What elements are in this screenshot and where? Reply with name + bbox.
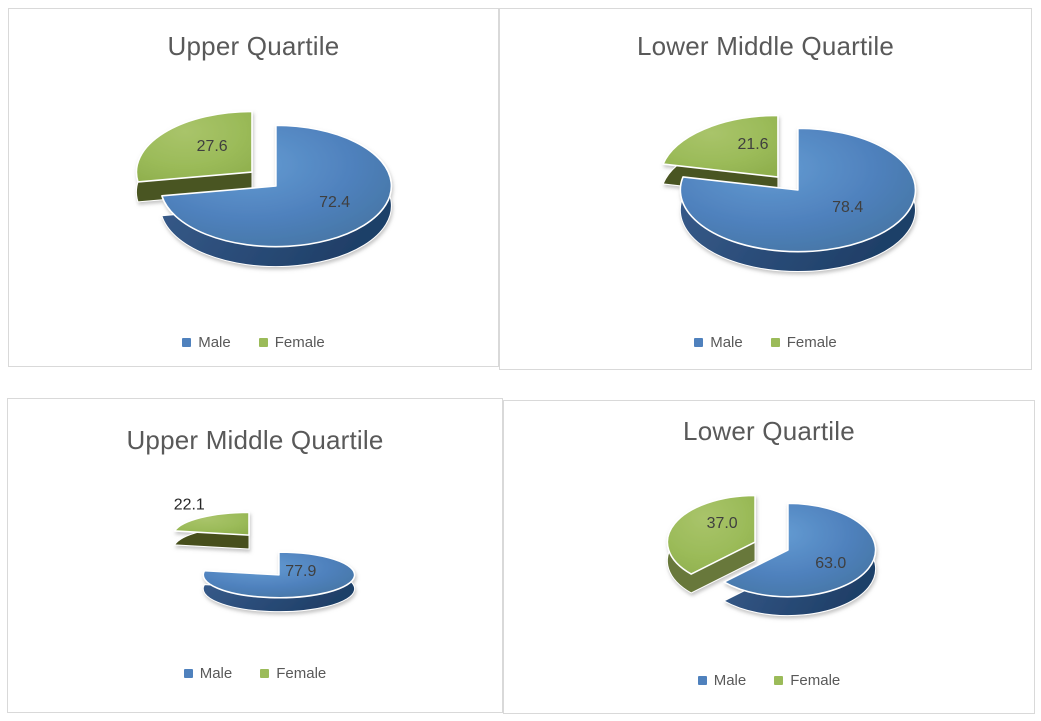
female-data-label: 27.6 <box>197 138 228 155</box>
female-slice <box>666 494 756 575</box>
female-data-label: 37.0 <box>707 515 738 532</box>
female-swatch-icon <box>258 338 268 347</box>
female-swatch-icon <box>770 338 780 347</box>
female-slice <box>135 110 253 183</box>
female-slice <box>662 114 779 178</box>
legend-label-male: Male <box>713 672 747 689</box>
legend-item-female: Female <box>260 665 326 682</box>
female-swatch-icon <box>774 676 784 685</box>
chart-panel-upper-middle-quartile: Upper Middle Quartile 77.9 22.1 Male <box>7 398 503 713</box>
chart-panel-lower-quartile: Lower Quartile 63.0 37.0 Male F <box>503 400 1035 714</box>
legend-item-male: Male <box>694 334 743 351</box>
legend-item-male: Male <box>182 334 231 351</box>
chart-title: Upper Middle Quartile <box>126 425 384 455</box>
legend-label-female: Female <box>276 665 327 682</box>
chart-title: Lower Middle Quartile <box>636 31 895 61</box>
chart-title: Lower Quartile <box>683 416 855 446</box>
chart-panel-upper-quartile: Upper Quartile 72.4 27.6 Male F <box>8 8 499 367</box>
legend-item-female: Female <box>258 334 325 351</box>
female-swatch-icon <box>260 669 270 678</box>
female-data-label: 21.6 <box>738 136 769 153</box>
male-swatch-icon <box>697 676 707 685</box>
legend-label-male: Male <box>710 334 743 351</box>
male-data-label: 63.0 <box>815 555 846 572</box>
male-slice <box>202 551 356 599</box>
pie-chart: 72.4 27.6 <box>135 110 393 268</box>
pie-chart: 77.9 22.1 <box>173 496 356 613</box>
legend: Male Female <box>9 334 498 351</box>
female-data-label: 22.1 <box>174 496 205 513</box>
legend: Male Female <box>504 672 1034 689</box>
chart-title: Upper Quartile <box>167 31 340 61</box>
pie-chart: 63.0 37.0 <box>666 494 877 617</box>
legend-label-female: Female <box>790 672 841 689</box>
male-slice <box>723 502 877 598</box>
male-data-label: 77.9 <box>285 563 316 580</box>
legend: Male Female <box>8 665 502 682</box>
legend-label-female: Female <box>786 334 837 351</box>
male-data-label: 72.4 <box>319 194 350 211</box>
male-swatch-icon <box>182 338 192 347</box>
legend-label-male: Male <box>198 334 231 351</box>
male-slice <box>161 124 393 248</box>
male-slice <box>679 127 917 253</box>
pie-chart: 78.4 21.6 <box>662 114 917 273</box>
legend-item-male: Male <box>697 672 747 689</box>
legend-label-female: Female <box>274 334 325 351</box>
legend-item-female: Female <box>770 334 837 351</box>
legend: Male Female <box>500 334 1031 351</box>
legend-label-male: Male <box>199 665 233 682</box>
legend-item-male: Male <box>183 665 233 682</box>
male-data-label: 78.4 <box>832 199 863 216</box>
chart-panel-lower-middle-quartile: Lower Middle Quartile 78.4 21.6 Male <box>499 8 1032 370</box>
female-slice <box>173 511 250 536</box>
legend-item-female: Female <box>774 672 840 689</box>
male-swatch-icon <box>183 669 193 678</box>
male-swatch-icon <box>694 338 704 347</box>
